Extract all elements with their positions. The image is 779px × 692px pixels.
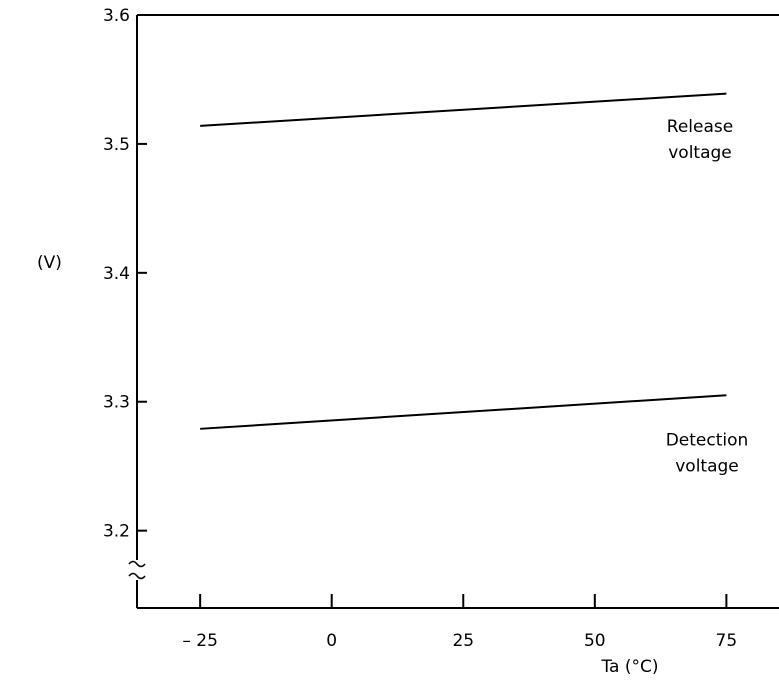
x-tick-label: 0 <box>326 631 337 651</box>
y-tick-label: 3.6 <box>103 6 130 26</box>
series-label: Detection voltage <box>666 431 749 477</box>
y-axis: 3.2 3.3 3.4 3.5 3.6 <box>103 6 147 608</box>
x-axis-label: Ta (°C) <box>600 657 658 677</box>
series-line <box>200 394 727 430</box>
y-axis-label: (V) <box>37 253 62 273</box>
series-label-line: Detection <box>666 431 749 451</box>
y-tick-label: 3.2 <box>103 522 130 542</box>
series-line <box>200 92 727 127</box>
series-label-line: voltage <box>668 143 732 163</box>
y-tick-label: 3.4 <box>103 264 130 284</box>
x-tick-label: – 25 <box>182 631 218 651</box>
series-label-line: Release <box>667 117 733 137</box>
y-axis-break-mark-top <box>128 560 146 568</box>
series-label-line: voltage <box>675 457 739 477</box>
series-label: Release voltage <box>667 117 733 163</box>
x-tick-label: 25 <box>452 631 474 651</box>
y-axis-break-mark-bottom <box>128 572 146 580</box>
x-tick-label: 75 <box>716 631 738 651</box>
y-tick-label: 3.3 <box>103 393 130 413</box>
y-tick-label: 3.5 <box>103 135 130 155</box>
x-axis: – 25 0 25 50 75 <box>137 594 779 651</box>
x-tick-label: 50 <box>584 631 606 651</box>
series-layer: Release voltage Detection voltage <box>200 92 749 477</box>
